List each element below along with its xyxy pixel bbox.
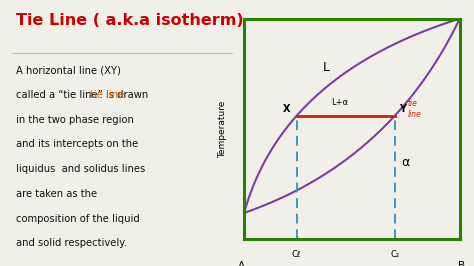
- Text: and solid respectively.: and solid respectively.: [17, 238, 128, 248]
- Text: Cℓ: Cℓ: [292, 251, 301, 259]
- Text: tie line: tie line: [90, 90, 125, 100]
- Text: tie
line: tie line: [408, 99, 421, 119]
- Text: Tie Line ( a.k.a isotherm): Tie Line ( a.k.a isotherm): [17, 13, 244, 28]
- Text: Y: Y: [399, 103, 406, 114]
- Text: A horizontal line (XY): A horizontal line (XY): [17, 65, 121, 75]
- Text: and its intercepts on the: and its intercepts on the: [17, 139, 139, 149]
- Text: are taken as the: are taken as the: [17, 189, 98, 199]
- Text: X: X: [283, 103, 290, 114]
- Text: composition of the liquid: composition of the liquid: [17, 214, 140, 224]
- Text: A: A: [238, 261, 246, 266]
- Text: in the two phase region: in the two phase region: [17, 115, 134, 125]
- Text: C₂: C₂: [390, 251, 399, 259]
- Text: B: B: [458, 261, 465, 266]
- Text: called a “tie line” is drawn: called a “tie line” is drawn: [17, 90, 149, 100]
- Text: Temperature: Temperature: [218, 100, 227, 158]
- Text: L: L: [323, 61, 329, 74]
- Text: L+α: L+α: [331, 98, 348, 107]
- Text: liquidus  and solidus lines: liquidus and solidus lines: [17, 164, 146, 174]
- Text: α: α: [402, 156, 410, 169]
